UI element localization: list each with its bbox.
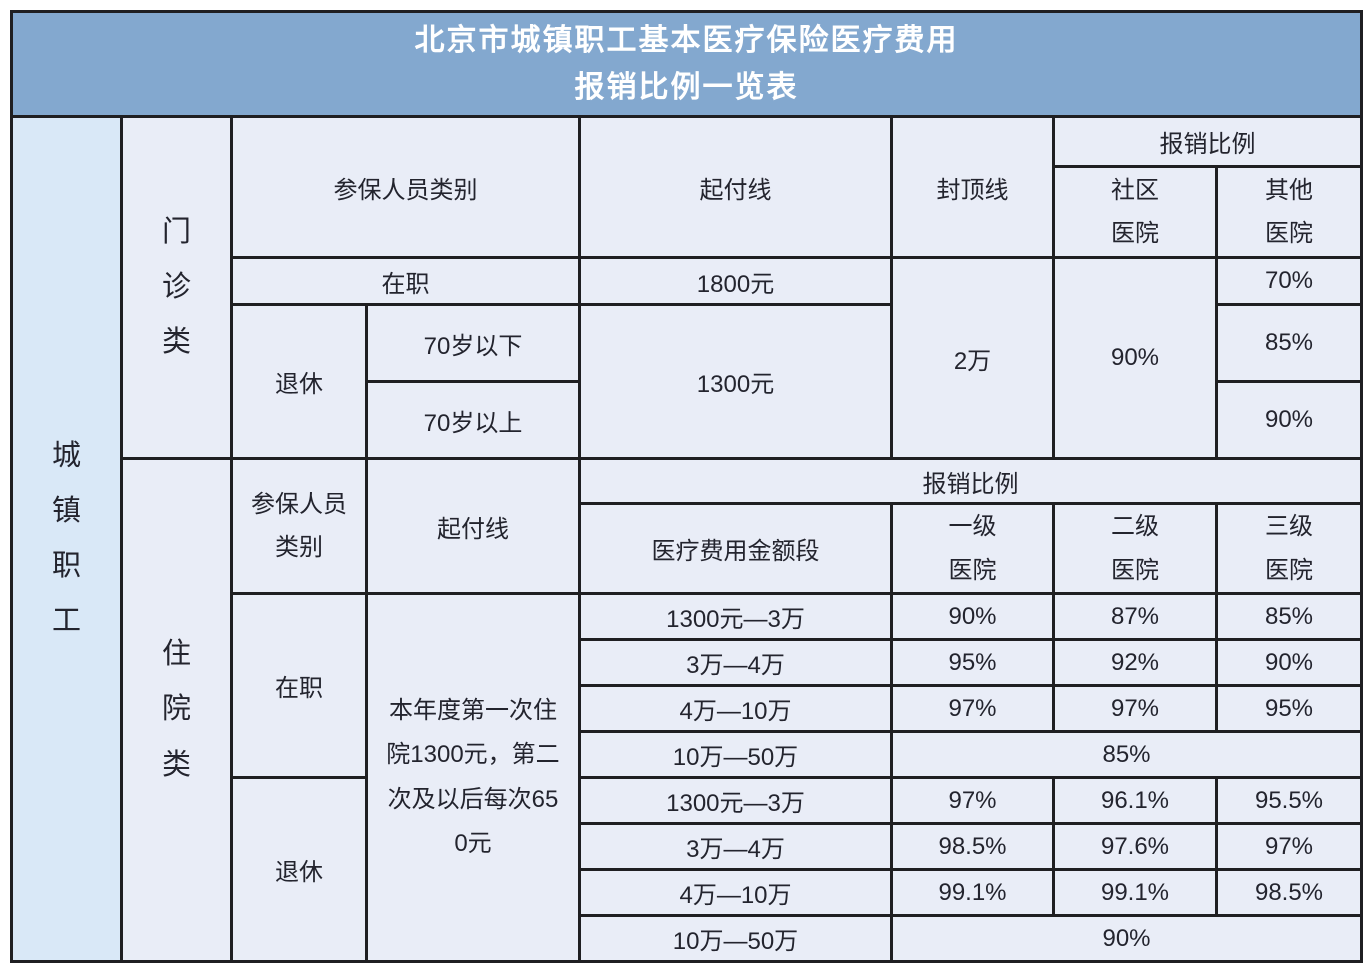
cell-rate: 98.5% bbox=[1215, 868, 1363, 917]
header-expense-range: 医疗费用金额段 bbox=[578, 502, 893, 595]
cell-rate: 97% bbox=[890, 684, 1055, 733]
section-label-inpatient: 住院类 bbox=[120, 457, 233, 963]
group-label-urban-employees: 城镇职工 bbox=[10, 115, 123, 963]
header-deductible-inpatient: 起付线 bbox=[365, 457, 581, 595]
cell-rate: 99.1% bbox=[890, 868, 1055, 917]
cell-rate: 85% bbox=[1215, 592, 1363, 641]
header-community-hospital: 社区 医院 bbox=[1052, 165, 1218, 259]
cell-outpatient-employed-other-rate: 70% bbox=[1215, 256, 1363, 306]
cell-rate-all-tiers: 90% bbox=[890, 914, 1363, 963]
cell-expense-range: 3万—4万 bbox=[578, 822, 893, 871]
header-cap-line: 封顶线 bbox=[890, 115, 1055, 259]
cell-outpatient-community-rate: 90% bbox=[1052, 256, 1218, 460]
cell-inpatient-retired-label: 退休 bbox=[230, 776, 368, 963]
cell-expense-range: 3万—4万 bbox=[578, 638, 893, 687]
insurance-rate-table: 北京市城镇职工基本医疗保险医疗费用 报销比例一览表 城镇职工 门诊类 参保人员类… bbox=[10, 10, 1363, 963]
cell-outpatient-cap-value: 2万 bbox=[890, 256, 1055, 460]
header-insured-category-inpatient: 参保人员 类别 bbox=[230, 457, 368, 595]
cell-rate: 95% bbox=[890, 638, 1055, 687]
table-title: 北京市城镇职工基本医疗保险医疗费用 报销比例一览表 bbox=[10, 10, 1363, 118]
cell-inpatient-employed-label: 在职 bbox=[230, 592, 368, 779]
cell-over70-other-rate: 90% bbox=[1215, 380, 1363, 460]
cell-inpatient-deductible-note: 本年度第一次住院1300元，第二次及以后每次650元 bbox=[365, 592, 581, 963]
section-label-outpatient: 门诊类 bbox=[120, 115, 233, 460]
cell-rate: 98.5% bbox=[890, 822, 1055, 871]
cell-rate: 97% bbox=[890, 776, 1055, 825]
header-insured-category-outpatient: 参保人员类别 bbox=[230, 115, 581, 259]
cell-expense-range: 10万—50万 bbox=[578, 914, 893, 963]
header-tier3-hospital: 三级 医院 bbox=[1215, 502, 1363, 595]
header-reimbursement-ratio-inpatient: 报销比例 bbox=[578, 457, 1363, 505]
cell-expense-range: 10万—50万 bbox=[578, 730, 893, 779]
cell-outpatient-employed-label: 在职 bbox=[230, 256, 581, 306]
cell-rate: 92% bbox=[1052, 638, 1218, 687]
cell-outpatient-retired-deductible: 1300元 bbox=[578, 303, 893, 460]
cell-under70-label: 70岁以下 bbox=[365, 303, 581, 383]
cell-outpatient-retired-label: 退休 bbox=[230, 303, 368, 460]
cell-rate: 95.5% bbox=[1215, 776, 1363, 825]
cell-rate: 97% bbox=[1215, 822, 1363, 871]
cell-expense-range: 4万—10万 bbox=[578, 684, 893, 733]
header-reimbursement-ratio-outpatient: 报销比例 bbox=[1052, 115, 1363, 168]
header-other-hospital: 其他 医院 bbox=[1215, 165, 1363, 259]
cell-under70-other-rate: 85% bbox=[1215, 303, 1363, 383]
cell-rate: 97.6% bbox=[1052, 822, 1218, 871]
cell-expense-range: 1300元—3万 bbox=[578, 776, 893, 825]
cell-rate-all-tiers: 85% bbox=[890, 730, 1363, 779]
cell-expense-range: 4万—10万 bbox=[578, 868, 893, 917]
cell-expense-range: 1300元—3万 bbox=[578, 592, 893, 641]
cell-rate: 97% bbox=[1052, 684, 1218, 733]
cell-rate: 90% bbox=[1215, 638, 1363, 687]
cell-rate: 87% bbox=[1052, 592, 1218, 641]
table-title-line1: 北京市城镇职工基本医疗保险医疗费用 bbox=[414, 24, 959, 57]
cell-outpatient-employed-deductible: 1800元 bbox=[578, 256, 893, 306]
table-title-line2: 报销比例一览表 bbox=[574, 71, 799, 104]
cell-rate: 90% bbox=[890, 592, 1055, 641]
cell-rate: 95% bbox=[1215, 684, 1363, 733]
cell-over70-label: 70岁以上 bbox=[365, 380, 581, 460]
cell-rate: 96.1% bbox=[1052, 776, 1218, 825]
header-tier1-hospital: 一级 医院 bbox=[890, 502, 1055, 595]
cell-rate: 99.1% bbox=[1052, 868, 1218, 917]
header-tier2-hospital: 二级 医院 bbox=[1052, 502, 1218, 595]
header-deductible-outpatient: 起付线 bbox=[578, 115, 893, 259]
table-frame: 北京市城镇职工基本医疗保险医疗费用 报销比例一览表 城镇职工 门诊类 参保人员类… bbox=[10, 10, 1363, 963]
